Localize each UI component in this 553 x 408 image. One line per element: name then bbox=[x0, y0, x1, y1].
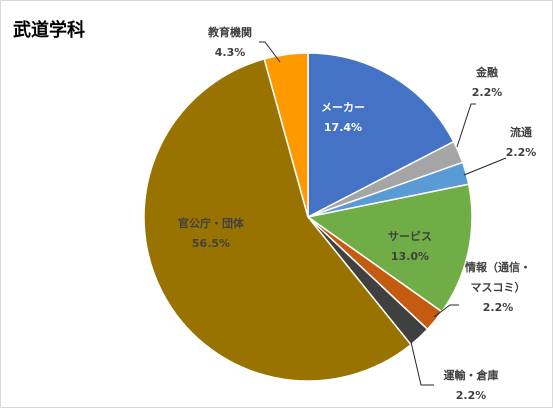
pie-slices bbox=[143, 52, 473, 382]
slice-category-label: サービス bbox=[388, 229, 432, 243]
slice-value-label: 2.2% bbox=[483, 301, 514, 314]
pie-slice-1 bbox=[307, 52, 455, 219]
leader-line-2 bbox=[456, 103, 476, 148]
leader-line-6 bbox=[410, 341, 434, 386]
slice-category-label: 官公庁・団体 bbox=[178, 216, 245, 230]
leader-line-3 bbox=[463, 157, 507, 176]
data-label-4: サービス 13.0% bbox=[388, 229, 432, 263]
slice-category-label: メーカー bbox=[321, 101, 365, 114]
slice-value-label: 2.2% bbox=[472, 86, 503, 99]
data-label-1: メーカー 17.4% bbox=[321, 101, 365, 134]
data-label-8: 教育機関 4.3% bbox=[207, 25, 252, 59]
slice-category-label: 流通 bbox=[510, 125, 532, 139]
data-label-3: 流通 2.2% bbox=[506, 125, 537, 159]
pie-slice-7 bbox=[143, 58, 412, 382]
slice-value-label: 13.0% bbox=[391, 250, 429, 263]
slice-value-label: 17.4% bbox=[324, 121, 362, 134]
slice-value-label: 4.3% bbox=[215, 46, 246, 59]
leader-line-5 bbox=[433, 304, 459, 318]
pie-slice-4 bbox=[306, 183, 473, 313]
chart-title: 武道学科 bbox=[13, 19, 85, 41]
pie-slice-8 bbox=[263, 52, 309, 218]
data-label-5: 情報（通信・マスコミ） 2.2% bbox=[465, 260, 531, 314]
leader-lines bbox=[259, 41, 507, 386]
slice-value-label: 2.2% bbox=[506, 146, 537, 159]
slice-value-label: 2.2% bbox=[456, 389, 487, 402]
slice-category-label: 情報（通信・ bbox=[465, 260, 531, 274]
data-label-6: 運輸・倉庫 2.2% bbox=[444, 368, 499, 402]
slice-category-label: マスコミ） bbox=[471, 281, 526, 294]
slice-value-label: 56.5% bbox=[192, 237, 230, 250]
slice-category-label: 教育機関 bbox=[207, 25, 252, 39]
slice-category-label: 金融 bbox=[475, 65, 498, 79]
data-label-7: 官公庁・団体 56.5% bbox=[178, 216, 245, 250]
slice-category-label: 運輸・倉庫 bbox=[444, 368, 499, 382]
slice-labels: メーカー 17.4% 金融 2.2% 流通 2.2% サービス 13.0% 情報（通信・マスコミ… bbox=[178, 25, 536, 402]
leader-line-8 bbox=[259, 41, 281, 63]
data-label-2: 金融 2.2% bbox=[472, 65, 503, 99]
